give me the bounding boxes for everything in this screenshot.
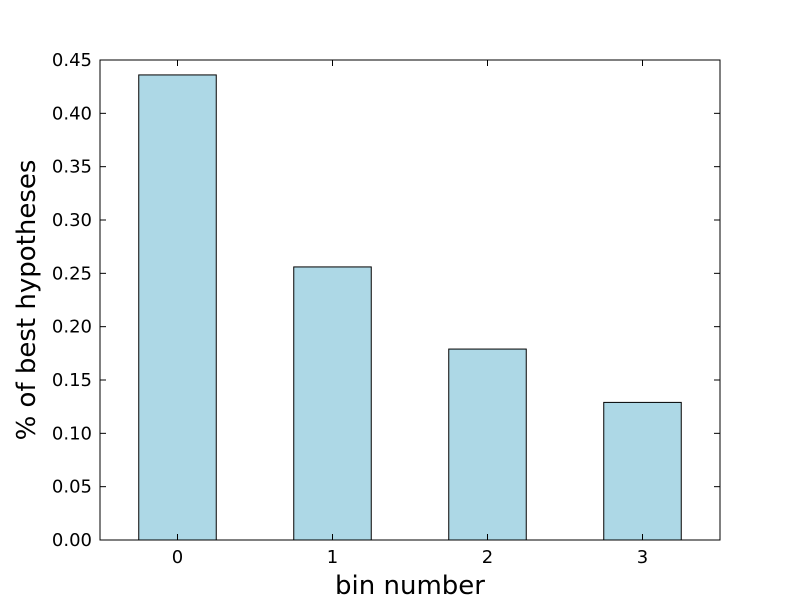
- y-tick-label: 0.00: [52, 530, 92, 551]
- x-axis-ticks: 0 1 2 3: [172, 60, 648, 568]
- x-tick-label: 3: [637, 547, 648, 568]
- bar-2: [448, 348, 527, 541]
- y-tick-label: 0.35: [52, 157, 92, 178]
- bar-1: [293, 266, 372, 541]
- x-tick-label: 2: [482, 547, 493, 568]
- plot-frame: [99, 59, 721, 541]
- y-tick-label: 0.30: [52, 210, 92, 231]
- bars-group: [138, 74, 682, 541]
- y-tick-label: 0.15: [52, 370, 92, 391]
- y-tick-label: 0.05: [52, 477, 92, 498]
- bar-0: [138, 74, 217, 541]
- x-tick-label: 1: [327, 547, 338, 568]
- y-tick-label: 0.25: [52, 263, 92, 284]
- x-axis-label: bin number: [335, 571, 485, 600]
- y-tick-label: 0.45: [52, 50, 92, 71]
- y-axis-label: % of best hypotheses: [12, 160, 42, 441]
- y-tick-label: 0.20: [52, 317, 92, 338]
- x-tick-label: 0: [172, 547, 183, 568]
- bar-3: [603, 401, 682, 541]
- y-axis-ticks: 0.00 0.05 0.10 0.15 0.20 0.25 0.30 0.35 0.40 0.45: [52, 50, 720, 551]
- y-tick-label: 0.10: [52, 423, 92, 444]
- y-tick-label: 0.40: [52, 103, 92, 124]
